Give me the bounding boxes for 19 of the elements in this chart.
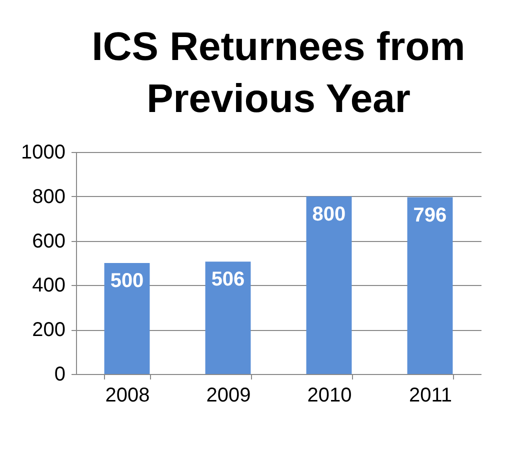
x-tick-label: 2008 (105, 384, 150, 406)
y-tick-label: 0 (54, 364, 66, 386)
bar (407, 197, 453, 374)
bar (306, 196, 352, 374)
y-tick-label: 600 (32, 230, 66, 252)
y-tick-label: 1000 (21, 142, 66, 164)
data-label: 800 (312, 203, 346, 226)
bar (205, 262, 251, 374)
chart-title: ICS Returnees from Previous Year (92, 25, 466, 121)
y-tick-label: 400 (32, 274, 66, 297)
y-tick-label: 200 (32, 319, 66, 342)
data-label: 506 (211, 268, 245, 291)
data-label: 500 (110, 270, 144, 292)
x-tick-label: 2011 (408, 384, 452, 406)
x-tick-label: 2010 (307, 384, 352, 406)
y-tick-label: 800 (32, 186, 66, 208)
bar (104, 263, 150, 374)
x-tick-label: 2009 (206, 384, 251, 406)
data-label: 796 (413, 204, 447, 226)
